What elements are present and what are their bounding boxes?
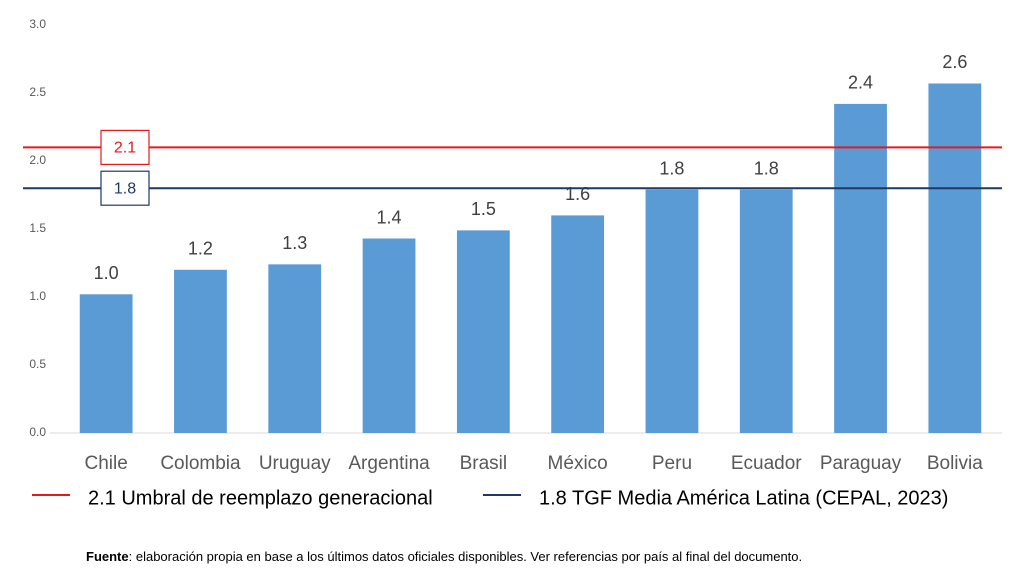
x-tick-label: Paraguay [820, 453, 902, 474]
value-label: 2.4 [848, 73, 873, 93]
value-label: 1.3 [282, 233, 307, 253]
value-label: 1.5 [471, 199, 496, 219]
reference-label: 2.1 [114, 140, 136, 157]
legend-label: 2.1 Umbral de reemplazo generacional [88, 487, 433, 509]
reference-label: 1.8 [114, 180, 136, 197]
y-tick-label: 3.0 [29, 17, 46, 31]
bar [79, 294, 133, 433]
y-tick-label: 1.5 [29, 221, 46, 235]
y-tick-label: 0.5 [29, 357, 46, 371]
value-label: 1.8 [754, 158, 779, 178]
x-tick-label: Ecuador [731, 453, 802, 474]
value-label: 1.6 [565, 184, 590, 204]
x-tick-label: Uruguay [259, 453, 331, 474]
value-label: 1.2 [188, 239, 213, 259]
x-tick-label: Colombia [160, 453, 241, 474]
y-tick-label: 1.0 [29, 289, 46, 303]
y-tick-label: 2.5 [29, 85, 46, 99]
value-label: 2.6 [942, 52, 967, 72]
x-tick-label: Brasil [460, 453, 508, 474]
reference-box [100, 129, 150, 165]
legend-label: 1.8 TGF Media América Latina (CEPAL, 202… [539, 487, 948, 509]
bar [456, 230, 510, 433]
value-label: 1.4 [377, 207, 402, 227]
x-tick-label: Chile [84, 453, 127, 474]
reference-box [100, 170, 150, 206]
y-tick-label: 2.0 [29, 153, 46, 167]
value-label: 1.0 [94, 263, 119, 283]
bar [362, 238, 416, 433]
bar [551, 215, 605, 433]
x-tick-label: Peru [652, 453, 692, 474]
source-text: : elaboración propia en base a los últim… [129, 549, 803, 564]
x-tick-label: Argentina [348, 453, 430, 474]
value-label: 1.8 [659, 158, 684, 178]
source-label: Fuente [86, 549, 129, 564]
bar [268, 264, 322, 433]
bar [174, 269, 227, 433]
x-tick-label: Bolivia [927, 453, 983, 474]
bar [739, 189, 793, 433]
bar [834, 103, 887, 433]
y-tick-label: 0.0 [29, 425, 46, 439]
bar [645, 189, 699, 433]
bar [928, 83, 982, 433]
x-tick-label: México [548, 453, 608, 474]
source-note: Fuente: elaboración propia en base a los… [86, 549, 802, 564]
